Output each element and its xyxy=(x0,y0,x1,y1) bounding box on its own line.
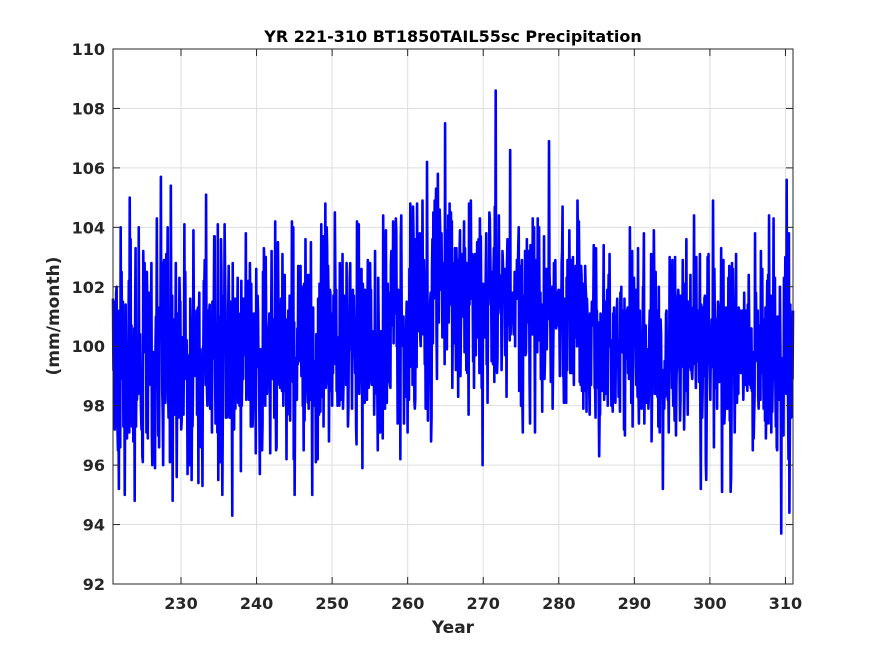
x-tick-label: 310 xyxy=(769,594,802,613)
series-layer xyxy=(111,89,795,535)
x-tick-label: 280 xyxy=(542,594,575,613)
y-tick-label: 100 xyxy=(72,337,105,356)
x-axis-label: Year xyxy=(431,618,475,638)
plot-frame xyxy=(112,48,794,585)
x-tick-label: 270 xyxy=(467,594,500,613)
precipitation-series-line xyxy=(111,89,795,535)
y-tick-label: 98 xyxy=(83,397,105,416)
y-tick-label: 94 xyxy=(83,516,105,535)
y-tick-label: 92 xyxy=(83,575,105,594)
x-tick-label: 290 xyxy=(618,594,651,613)
x-tick-label: 240 xyxy=(240,594,273,613)
chart-title: YR 221-310 BT1850TAIL55sc Precipitation xyxy=(263,27,642,46)
y-tick-label: 106 xyxy=(72,159,105,178)
x-tick-label: 250 xyxy=(315,594,348,613)
x-tick-label: 260 xyxy=(391,594,424,613)
y-tick-label: 110 xyxy=(72,40,105,59)
y-tick-label: 102 xyxy=(72,278,105,297)
y-axis-label: (mm/month) xyxy=(44,257,64,376)
x-tick-label: 300 xyxy=(693,594,726,613)
axis-ticks: 230 240 250 260 270 280 290 300 310 92 94 96 98 100 10… xyxy=(72,40,803,613)
y-tick-label: 108 xyxy=(72,99,105,118)
y-tick-label: 104 xyxy=(72,218,105,237)
y-tick-label: 96 xyxy=(83,456,105,475)
x-tick-label: 230 xyxy=(164,594,197,613)
